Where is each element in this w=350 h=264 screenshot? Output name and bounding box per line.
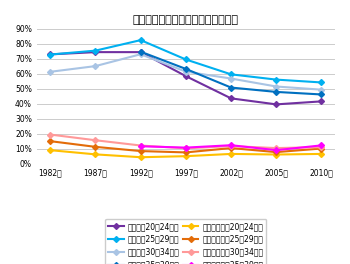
正社員（30〜34歳） <box>93 64 98 68</box>
正社員（35〜39歳） <box>319 93 323 96</box>
無職・家事（25〜29歳） <box>139 149 143 153</box>
正社員（35〜39歳） <box>184 67 188 70</box>
無職・家事（25〜29歳） <box>229 147 233 150</box>
無職・家事（20〜24歳） <box>139 156 143 159</box>
正社員（20〜24歳） <box>93 50 98 54</box>
無職・家事（35〜39歳） <box>139 145 143 148</box>
無職・家事（30〜34歳） <box>48 133 52 136</box>
無職・家事（25〜29歳） <box>319 147 323 150</box>
無職・家事（20〜24歳） <box>319 152 323 155</box>
正社員（20〜24歳） <box>229 97 233 100</box>
正社員（25〜29歳） <box>48 53 52 56</box>
Line: 正社員（30〜34歳）: 正社員（30〜34歳） <box>48 52 323 92</box>
正社員（35〜39歳） <box>229 86 233 89</box>
無職・家事（20〜24歳） <box>93 153 98 156</box>
正社員（20〜24歳） <box>139 50 143 54</box>
無職・家事（20〜24歳） <box>229 152 233 155</box>
無職・家事（20〜24歳） <box>184 155 188 158</box>
無職・家事（30〜34歳） <box>319 145 323 149</box>
正社員（25〜29歳） <box>184 58 188 61</box>
無職・家事（30〜34歳） <box>274 147 278 150</box>
無職・家事（25〜29歳） <box>184 151 188 154</box>
無職・家事（30〜34歳） <box>229 144 233 148</box>
正社員（35〜39歳） <box>139 50 143 53</box>
正社員（25〜29歳） <box>229 73 233 76</box>
無職・家事（20〜24歳） <box>48 149 52 152</box>
無職・家事（25〜29歳） <box>274 150 278 154</box>
正社員（35〜39歳） <box>274 90 278 93</box>
無職・家事（35〜39歳） <box>274 149 278 152</box>
Line: 正社員（25〜29歳）: 正社員（25〜29歳） <box>48 38 323 84</box>
正社員（30〜34歳） <box>274 85 278 88</box>
正社員（20〜24歳） <box>319 100 323 103</box>
正社員（30〜34歳） <box>48 70 52 73</box>
無職・家事（20〜24歳） <box>274 153 278 156</box>
Line: 無職・家事（35〜39歳）: 無職・家事（35〜39歳） <box>139 143 323 152</box>
正社員（20〜24歳） <box>274 103 278 106</box>
正社員（25〜29歳） <box>319 81 323 84</box>
無職・家事（25〜29歳） <box>48 140 52 143</box>
正社員（30〜34歳） <box>319 88 323 91</box>
無職・家事（35〜39歳） <box>229 144 233 147</box>
Legend: 正社員（20〜24歳）, 正社員（25〜29歳）, 正社員（30〜34歳）, 正社員（35〜39歳）, 無職・家事（20〜24歳）, 無職・家事（25〜29歳）: 正社員（20〜24歳）, 正社員（25〜29歳）, 正社員（30〜34歳）, 正… <box>105 219 266 264</box>
無職・家事（35〜39歳） <box>319 144 323 147</box>
正社員（20〜24歳） <box>48 53 52 56</box>
無職・家事（35〜39歳） <box>184 146 188 149</box>
正社員（25〜29歳） <box>139 39 143 42</box>
正社員（30〜34歳） <box>229 77 233 80</box>
正社員（20〜24歳） <box>184 74 188 78</box>
Line: 無職・家事（25〜29歳）: 無職・家事（25〜29歳） <box>48 139 323 154</box>
無職・家事（30〜34歳） <box>93 139 98 142</box>
Line: 無職・家事（20〜24歳）: 無職・家事（20〜24歳） <box>48 148 323 159</box>
正社員（30〜34歳） <box>184 70 188 73</box>
Line: 正社員（20〜24歳）: 正社員（20〜24歳） <box>48 50 323 106</box>
Title: 未婚者の正社員率・無職率（女性）: 未婚者の正社員率・無職率（女性） <box>133 15 239 25</box>
正社員（30〜34歳） <box>139 53 143 56</box>
Line: 無職・家事（30〜34歳）: 無職・家事（30〜34歳） <box>48 133 323 150</box>
正社員（25〜29歳） <box>274 78 278 81</box>
正社員（25〜29歳） <box>93 49 98 52</box>
無職・家事（30〜34歳） <box>139 144 143 147</box>
無職・家事（25〜29歳） <box>93 145 98 148</box>
Line: 正社員（35〜39歳）: 正社員（35〜39歳） <box>139 50 323 97</box>
無職・家事（30〜34歳） <box>184 147 188 150</box>
